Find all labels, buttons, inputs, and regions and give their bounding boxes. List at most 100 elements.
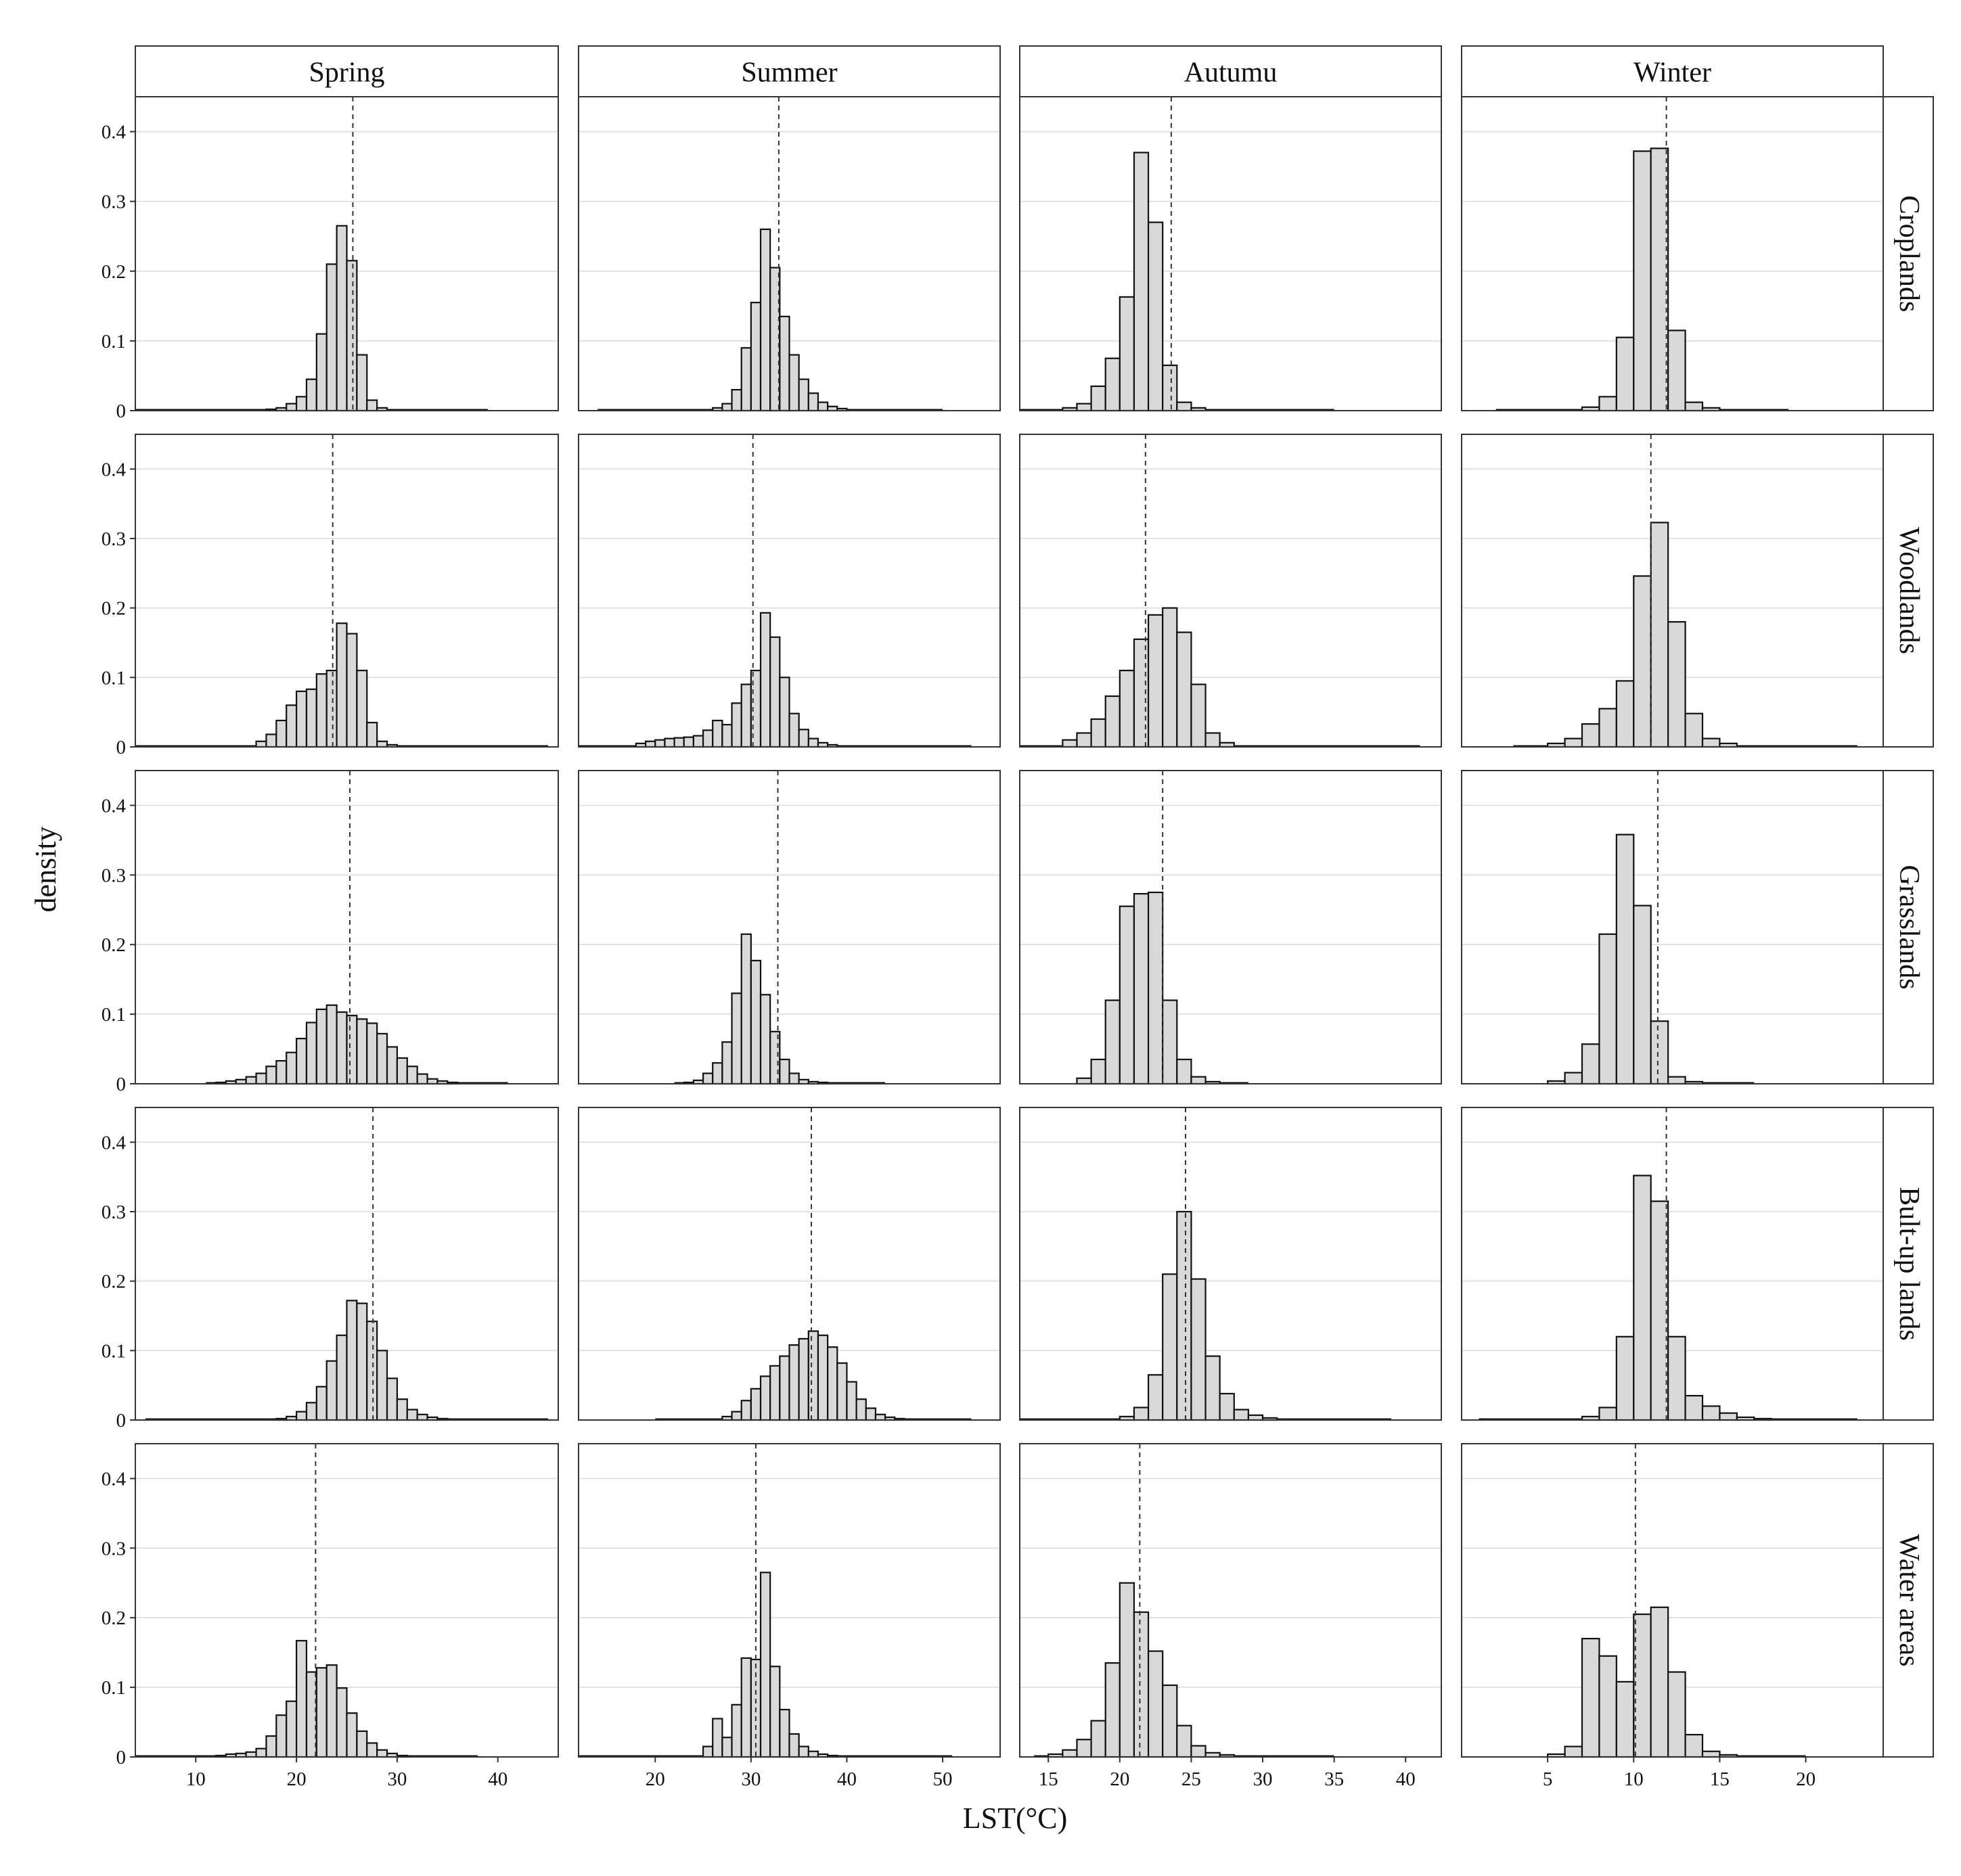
histogram-bar: [712, 1718, 723, 1758]
histogram-bar: [1162, 1273, 1178, 1421]
histogram-bar: [275, 1714, 288, 1758]
y-tick-label: 0.1: [102, 331, 126, 352]
histogram-bar: [1650, 522, 1669, 748]
histogram-bar: [315, 1667, 328, 1758]
histogram-bar: [1581, 723, 1600, 748]
row-strip-grasslands: [1883, 770, 1934, 1084]
histogram-bar: [1119, 1582, 1135, 1758]
x-tick-label: 20: [287, 1768, 307, 1790]
histogram-bar: [1090, 1720, 1106, 1758]
histogram-bar: [356, 354, 368, 412]
histogram-bar: [1564, 1745, 1583, 1758]
histogram-bar: [1581, 1637, 1600, 1758]
histogram-bar: [386, 1377, 399, 1421]
histogram-bar: [406, 1409, 418, 1421]
histogram-bar: [1233, 1409, 1249, 1421]
histogram-bar: [1598, 396, 1617, 412]
histogram-bar: [1090, 1058, 1106, 1085]
histogram-bar: [827, 1346, 838, 1421]
histogram-bar: [366, 1742, 378, 1758]
histogram-bar: [376, 1032, 388, 1085]
histogram-bar: [1667, 329, 1686, 412]
row-strip-label: Water areas: [1893, 1534, 1924, 1667]
histogram-bar: [315, 1386, 328, 1421]
histogram-bar: [295, 1640, 308, 1758]
histogram-bar: [1684, 712, 1704, 748]
x-axis-title: LST(°C): [963, 1802, 1067, 1835]
y-tick-label: 0.1: [102, 1340, 126, 1362]
histogram-bar: [769, 636, 781, 748]
histogram-bar: [1650, 1200, 1669, 1421]
histogram-bar: [1090, 385, 1106, 412]
histogram-bar: [376, 1350, 388, 1421]
histogram-bar: [759, 612, 771, 748]
histogram-bar: [1147, 614, 1164, 748]
histogram-bar: [336, 1334, 348, 1421]
histogram-bar: [1701, 1405, 1721, 1421]
row-strip-label: Bult-up lands: [1893, 1187, 1924, 1341]
y-tick-label: 0.4: [102, 1132, 127, 1153]
histogram-bar: [1062, 739, 1078, 748]
histogram-bar: [740, 933, 752, 1085]
row-strip-label: Grasslands: [1893, 865, 1924, 989]
column-strip-label: Spring: [309, 58, 384, 89]
panel-water-areas-spring: 10 20 30 40: [135, 1443, 559, 1790]
histogram-bar: [1076, 732, 1092, 748]
panel-frame: [135, 770, 559, 1084]
x-tick-label: 15: [1039, 1768, 1058, 1790]
y-tick-label: 0: [116, 401, 127, 422]
panel-water-areas-summer: 20 30 40 50: [578, 1443, 1001, 1790]
histogram-bar: [366, 399, 378, 412]
histogram-bar: [356, 669, 368, 748]
histogram-bar: [1598, 708, 1617, 748]
histogram-bar: [336, 1687, 348, 1758]
histogram-bar: [779, 1058, 790, 1085]
column-strip-label: Winter: [1633, 58, 1711, 89]
histogram-bar: [386, 1046, 399, 1085]
y-tick-label: 0.1: [102, 1004, 126, 1026]
histogram-bar: [336, 622, 348, 748]
histogram-bar: [346, 1712, 358, 1758]
histogram-bar: [295, 1038, 308, 1085]
panel-frame: [1019, 96, 1442, 411]
histogram-bar: [255, 740, 267, 748]
histogram-bar: [1615, 1680, 1635, 1758]
histogram-bar: [396, 1057, 408, 1085]
histogram-bar: [286, 1051, 298, 1085]
histogram-bar: [788, 1733, 800, 1758]
histogram-bar: [1204, 732, 1221, 748]
facet-panels: Spring Summer Autumu Winter Croplands 0 0.1 0.2…: [102, 45, 1934, 1790]
histogram-bar: [731, 702, 742, 748]
histogram-bar: [1104, 1662, 1121, 1758]
panel-croplands-autumu: [1019, 96, 1442, 412]
x-tick-label: 30: [1253, 1768, 1273, 1790]
y-tick-label: 0.4: [102, 1468, 127, 1490]
column-strip-summer: [578, 45, 1001, 97]
panel-bult-up-lands-autumu: [1019, 1107, 1442, 1421]
histogram-bar: [1176, 1724, 1192, 1758]
histogram-bar: [1598, 933, 1617, 1085]
y-tick-label: 0: [116, 737, 127, 758]
histogram-bar: [295, 396, 308, 412]
histogram-bar: [654, 739, 666, 748]
histogram-bar: [1684, 1733, 1704, 1758]
histogram-bar: [769, 1666, 781, 1758]
histogram-bar: [788, 1344, 800, 1421]
histogram-bar: [1190, 1076, 1207, 1085]
histogram-bar: [426, 1078, 438, 1085]
histogram-bar: [346, 1015, 358, 1085]
panel-grasslands-winter: [1461, 770, 1884, 1085]
histogram-bar: [779, 1708, 790, 1758]
panel-frame: [578, 434, 1001, 748]
panel-croplands-winter: [1461, 96, 1884, 412]
x-tick-label: 35: [1324, 1768, 1344, 1790]
histogram-bar: [1650, 1606, 1669, 1758]
histogram-bar: [798, 378, 809, 412]
panel-frame: [1019, 1443, 1442, 1758]
y-tick-label: 0: [116, 1747, 127, 1768]
panel-frame: [1461, 96, 1884, 411]
histogram-bar: [1176, 1058, 1192, 1085]
histogram-bar: [1147, 1374, 1164, 1421]
histogram-bar: [275, 719, 288, 748]
histogram-bar: [788, 1072, 800, 1085]
